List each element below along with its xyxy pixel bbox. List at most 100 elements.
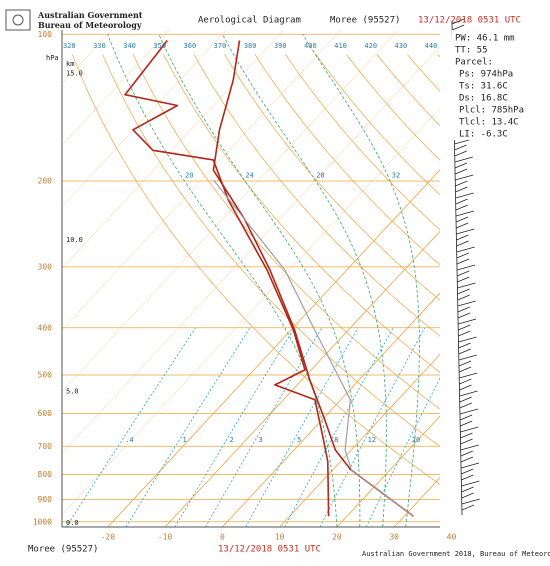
moist-adiabat-label: 28 [316, 172, 324, 180]
barb [459, 396, 472, 403]
barb [456, 222, 469, 229]
footer-station: Moree (95527) [28, 545, 98, 555]
mixing-ratio-label: .4 [125, 436, 133, 444]
theta-label: 410 [334, 42, 347, 50]
mixing-ratio-label: 5 [297, 436, 301, 444]
theta-label: 370 [214, 42, 227, 50]
info-line: Plcl: 785hPa [459, 106, 524, 116]
isotherm-tick [107, 169, 440, 527]
sounding-line [213, 179, 414, 517]
barb [461, 486, 474, 493]
barb [460, 450, 473, 457]
info-line: PW: 46.1 mm [455, 34, 515, 44]
barb [461, 504, 475, 511]
barb [457, 312, 471, 319]
barb [456, 246, 475, 253]
barb [457, 300, 476, 307]
barb [460, 444, 479, 451]
info-box [452, 30, 550, 140]
barb [457, 270, 470, 277]
moist-adiabat-label: 20 [185, 172, 193, 180]
y-tick-label: 700 [38, 442, 53, 451]
barb [455, 216, 469, 223]
barb [458, 318, 477, 325]
barb [457, 276, 470, 283]
x-tick-label: -10 [158, 533, 173, 542]
x-tick-label: 20 [332, 533, 342, 542]
moist-adiabat [222, 34, 387, 527]
isotherm [62, 30, 342, 331]
y-tick-label: 300 [38, 262, 53, 271]
mixing-ratio-line [365, 377, 440, 527]
theta-label: 400 [304, 42, 317, 50]
dry-adiabat [254, 54, 440, 266]
barb [457, 288, 470, 295]
barb [454, 150, 467, 157]
moist-adiabat-label: 32 [392, 172, 400, 180]
barb [455, 192, 474, 199]
barb [459, 402, 472, 409]
dry-adiabat [71, 54, 440, 485]
y-tick-label: 800 [38, 470, 53, 479]
info-line: Parcel: [455, 58, 493, 68]
mixing-ratio-label: 3 [259, 436, 263, 444]
barb [458, 354, 477, 361]
mixing-ratio-label: 8 [334, 436, 338, 444]
footer-credit: Australian Government 2018, Bureau of Me… [362, 550, 550, 558]
y-tick-label: 100 [38, 30, 53, 39]
isotherm [62, 30, 170, 146]
x-tick-label: 0 [220, 533, 225, 542]
theta-label: 320 [63, 42, 76, 50]
barb [458, 342, 471, 349]
barb [455, 180, 468, 187]
theta-label: 430 [395, 42, 408, 50]
barb [457, 306, 471, 313]
theta-label: 380 [244, 42, 257, 50]
isotherm-tick [222, 292, 440, 527]
station: Moree (95527) [330, 16, 400, 26]
mixing-ratio-label: 1 [182, 436, 186, 444]
barb [461, 474, 474, 481]
barb [455, 198, 468, 205]
barb [458, 348, 471, 355]
mixing-ratio-label: 20 [412, 436, 420, 444]
isotherm [62, 30, 227, 208]
bureau: Bureau of Meteorology [38, 20, 142, 30]
barb [455, 204, 468, 211]
info-line: TT: 55 [455, 46, 488, 56]
y-tick-label: 500 [38, 371, 53, 380]
dry-adiabat [102, 54, 440, 447]
barb [460, 456, 474, 463]
isotherm [62, 107, 440, 516]
mixing-ratio-label: 2 [229, 436, 233, 444]
barb [456, 234, 469, 241]
barb [459, 414, 473, 421]
moist-adiabat [302, 34, 420, 527]
x-tick-label: 10 [275, 533, 285, 542]
barb [461, 498, 480, 505]
y-tick-label: 400 [38, 323, 53, 332]
barb [459, 408, 479, 415]
theta-label: 340 [123, 42, 136, 50]
barb [458, 360, 472, 367]
y-unit: hPa [46, 54, 59, 62]
info-line: Ps: 974hPa [459, 70, 513, 80]
mixing-ratio-line [284, 327, 394, 527]
barb [455, 174, 474, 181]
theta-label: 360 [184, 42, 197, 50]
barb [456, 264, 476, 271]
barb [461, 480, 480, 487]
info-line: Tlcl: 13.4C [459, 118, 519, 128]
barb [451, 18, 465, 25]
crest-icon [5, 9, 31, 31]
barb [459, 372, 478, 379]
y-tick-label: 200 [38, 177, 53, 186]
isotherm-tick [336, 415, 440, 527]
sounding-line [124, 40, 330, 517]
barb [456, 228, 475, 235]
info-line: LI: -6.3C [459, 130, 508, 140]
barb [460, 432, 473, 439]
barb [458, 324, 471, 331]
